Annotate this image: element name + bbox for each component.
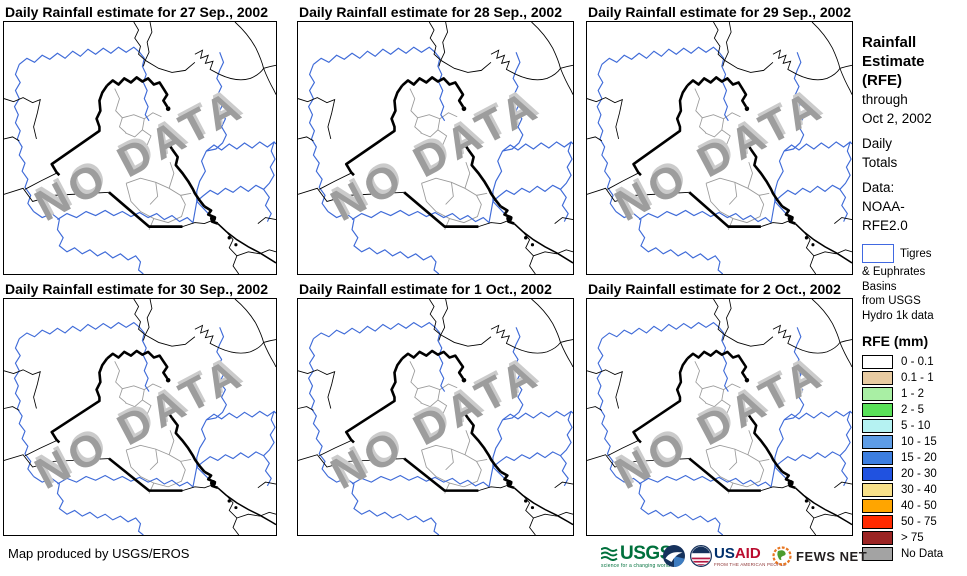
usaid-seal-icon — [690, 545, 712, 567]
usgs-tagline: science for a changing world — [601, 563, 670, 569]
map-panel-28-sep: Daily Rainfall estimate for 28 Sep., 200… — [297, 4, 574, 275]
legend-row: 2 - 5 — [862, 402, 965, 418]
sidebar-period: Daily Totals — [862, 136, 898, 170]
legend-row: 20 - 30 — [862, 466, 965, 482]
legend-row: 40 - 50 — [862, 498, 965, 514]
panel-title: Daily Rainfall estimate for 30 Sep., 200… — [5, 281, 269, 297]
map-area: NO DATA — [297, 298, 574, 536]
legend-row: > 75 — [862, 530, 965, 546]
noaa-logo-icon — [663, 545, 685, 567]
usaid-us-text: US — [714, 545, 735, 562]
sidebar-title: Rainfall Estimate (RFE) — [862, 34, 925, 89]
map-panel-1-oct: Daily Rainfall estimate for 1 Oct., 2002… — [297, 281, 574, 536]
legend-swatch — [862, 403, 893, 417]
legend-swatch — [862, 531, 893, 545]
sidebar: Rainfall Estimate (RFE) through Oct 2, 2… — [862, 33, 965, 562]
panel-title: Daily Rainfall estimate for 29 Sep., 200… — [588, 4, 852, 20]
map-panel-27-sep: Daily Rainfall estimate for 27 Sep., 200… — [3, 4, 277, 275]
usgs-wordmark: USGS — [620, 543, 672, 564]
legend-swatch — [862, 355, 893, 369]
map-area: NO DATA — [297, 21, 574, 275]
map-panel-2-oct: Daily Rainfall estimate for 2 Oct., 2002… — [586, 281, 853, 536]
legend-swatch — [862, 419, 893, 433]
legend-swatch — [862, 371, 893, 385]
basin-legend-label: Tigres — [900, 247, 932, 260]
usaid-tagline: FROM THE AMERICAN PEOPLE — [714, 562, 787, 567]
map-area: NO DATA — [586, 21, 853, 275]
basin-swatch — [862, 244, 894, 263]
legend-swatch — [862, 387, 893, 401]
legend-swatch — [862, 467, 893, 481]
legend-row: No Data — [862, 546, 965, 562]
map-panel-29-sep: Daily Rainfall estimate for 29 Sep., 200… — [586, 4, 853, 275]
basin-legend: Tigres & Euphrates Basins from USGS Hydr… — [862, 244, 965, 323]
basin-legend-description: & Euphrates Basins from USGS Hydro 1k da… — [862, 266, 934, 322]
panel-title: Daily Rainfall estimate for 2 Oct., 2002 — [588, 281, 841, 297]
legend-swatch — [862, 515, 893, 529]
legend-row: 1 - 2 — [862, 386, 965, 402]
legend-row: 50 - 75 — [862, 514, 965, 530]
panel-title: Daily Rainfall estimate for 28 Sep., 200… — [299, 4, 563, 20]
usgs-waves-icon — [601, 547, 618, 561]
legend-row: 10 - 15 — [862, 434, 965, 450]
legend-row: 15 - 20 — [862, 450, 965, 466]
map-area: NO DATA — [586, 298, 853, 536]
panel-title: Daily Rainfall estimate for 27 Sep., 200… — [5, 4, 269, 20]
map-area: NO DATA — [3, 21, 277, 275]
fewsnet-globe-icon — [772, 546, 792, 566]
sidebar-subtitle: through Oct 2, 2002 — [862, 92, 932, 126]
panel-title: Daily Rainfall estimate for 1 Oct., 2002 — [299, 281, 552, 297]
sidebar-data-source: Data: NOAA- RFE2.0 — [862, 180, 908, 233]
legend-swatch — [862, 451, 893, 465]
legend-swatch — [862, 499, 893, 513]
legend-row: 0 - 0.1 — [862, 354, 965, 370]
map-area: NO DATA — [3, 298, 277, 536]
map-panel-30-sep: Daily Rainfall estimate for 30 Sep., 200… — [3, 281, 277, 536]
legend-swatch — [862, 435, 893, 449]
usaid-aid-text: AID — [734, 545, 761, 562]
legend-row: 5 - 10 — [862, 418, 965, 434]
rfe-legend: 0 - 0.1 0.1 - 1 1 - 2 2 - 5 5 - 10 10 - … — [862, 354, 965, 562]
legend-swatch — [862, 547, 893, 561]
map-credit: Map produced by USGS/EROS — [8, 546, 190, 561]
fewsnet-wordmark: FEWS NET — [796, 549, 868, 564]
rfe-legend-title: RFE (mm) — [862, 333, 929, 349]
usaid-wordmark: USAID FROM THE AMERICAN PEOPLE — [714, 545, 787, 567]
legend-row: 0.1 - 1 — [862, 370, 965, 386]
legend-row: 30 - 40 — [862, 482, 965, 498]
usgs-logo: USGS science for a changing world — [601, 543, 672, 569]
legend-swatch — [862, 483, 893, 497]
